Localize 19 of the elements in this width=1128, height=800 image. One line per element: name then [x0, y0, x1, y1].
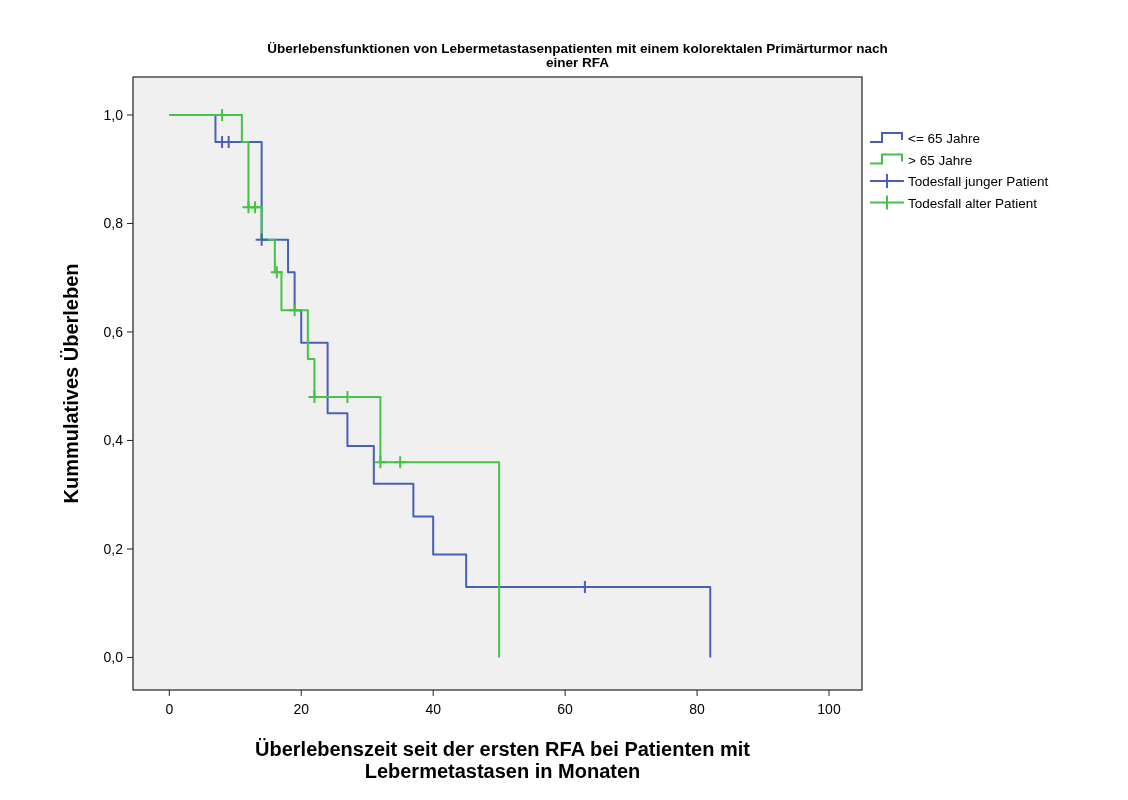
- y-tick-label: 0,8: [103, 215, 124, 232]
- x-tick-label: 60: [557, 701, 574, 717]
- x-tick-label: 100: [817, 701, 841, 717]
- y-tick-label: 0,4: [103, 432, 124, 449]
- y-tick-label: 1,0: [103, 106, 124, 123]
- legend-label: <= 65 Jahre: [908, 131, 981, 146]
- y-tick-label: 0,2: [103, 540, 124, 557]
- x-tick-label: 80: [689, 701, 706, 717]
- x-tick-label: 40: [425, 701, 442, 717]
- x-tick-label: 20: [293, 701, 310, 717]
- x-axis-title: Überlebenszeit seit der ersten RFA bei Patienten mit Lebermetastasen in Monaten: [255, 738, 751, 782]
- y-tick-label: 0,6: [103, 323, 124, 340]
- legend-label: > 65 Jahre: [908, 152, 973, 168]
- chart-title: Überlebensfunktionen von Lebermetastasenpatienten mit einem kolorektalen Primärturmor nach einer RFA: [267, 41, 888, 70]
- x-tick-label: 0: [165, 701, 174, 717]
- y-axis-title: Kummulatives Überleben: [60, 263, 82, 504]
- y-tick-label: 0,0: [103, 649, 124, 666]
- legend-label: Todesfall alter Patient: [908, 195, 1038, 211]
- legend-label: Todesfall junger Patient: [908, 174, 1049, 189]
